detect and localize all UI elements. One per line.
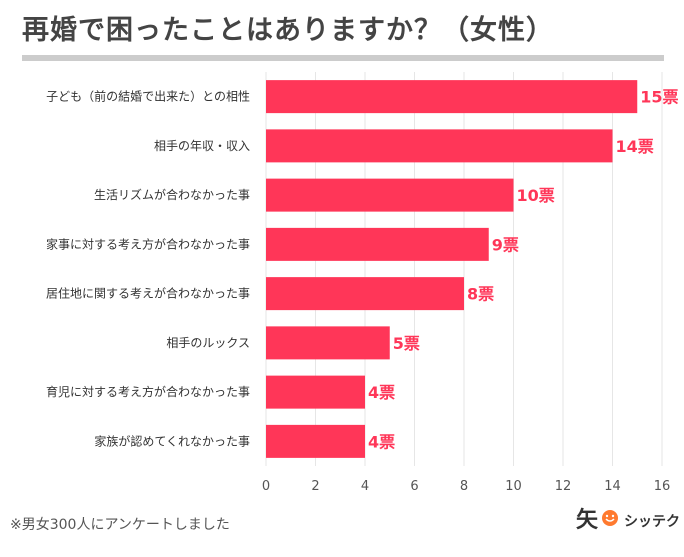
- bar: [266, 277, 464, 311]
- category-label: 生活リズムが合わなかった事: [94, 187, 250, 202]
- bar: [266, 129, 613, 163]
- value-label: 15票: [640, 88, 678, 107]
- bar: [266, 178, 514, 212]
- x-tick-label: 6: [410, 479, 418, 494]
- title-underline: [22, 55, 664, 61]
- value-label: 8票: [467, 285, 494, 304]
- value-label: 5票: [393, 334, 420, 353]
- category-label: 居住地に関する考えが合わなかった事: [46, 286, 250, 301]
- x-tick-label: 4: [361, 479, 369, 494]
- value-label: 9票: [492, 235, 519, 254]
- value-label: 14票: [616, 137, 654, 156]
- logo-mark: 矢: [576, 508, 599, 533]
- logo-text: シッテク: [624, 514, 680, 530]
- bar: [266, 424, 365, 458]
- category-label: 子ども（前の結婚で出来た）との相性: [46, 89, 250, 104]
- value-label: 4票: [368, 383, 395, 402]
- smiley-face-icon: [602, 510, 618, 526]
- category-label: 相手の年収・収入: [154, 139, 250, 153]
- category-label: 育児に対する考え方が合わなかった事: [46, 384, 250, 399]
- x-tick-label: 0: [262, 479, 270, 494]
- bar: [266, 227, 489, 261]
- brand-logo: 矢 シッテク: [576, 502, 680, 542]
- x-tick-label: 10: [505, 479, 522, 494]
- category-label: 家族が認めてくれなかった事: [94, 433, 250, 448]
- bar: [266, 80, 638, 114]
- chart-title: 再婚で困ったことはありますか？（女性）: [22, 15, 554, 46]
- category-label: 家事に対する考え方が合わなかった事: [46, 236, 250, 251]
- x-tick-label: 8: [460, 479, 468, 494]
- bar: [266, 326, 390, 360]
- x-tick-label: 2: [311, 479, 319, 494]
- category-label: 相手のルックス: [166, 336, 250, 350]
- value-label: 10票: [517, 186, 555, 205]
- x-tick-label: 12: [555, 479, 572, 494]
- x-tick-label: 14: [604, 479, 621, 494]
- x-tick-label: 16: [654, 479, 671, 494]
- value-label: 4票: [368, 432, 395, 451]
- survey-footnote: ※男女300人にアンケートしました: [10, 517, 230, 533]
- bar: [266, 375, 365, 409]
